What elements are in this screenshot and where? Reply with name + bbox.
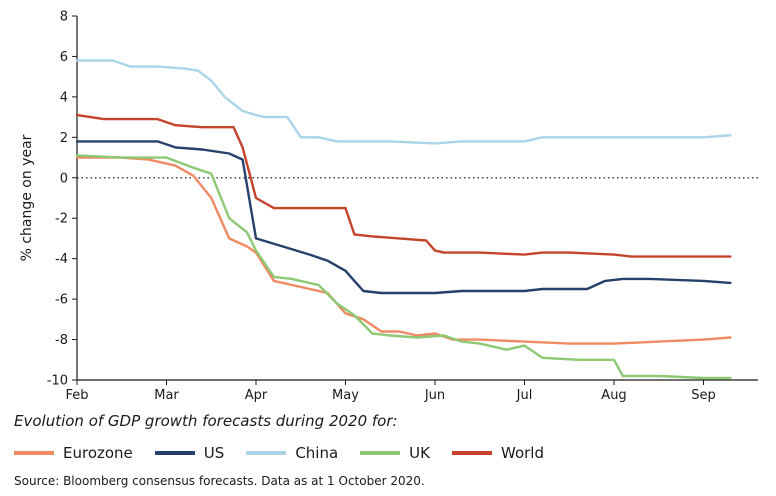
y-tick-label: -2 <box>55 212 68 227</box>
chart-subtitle: Evolution of GDP growth forecasts during… <box>14 412 398 430</box>
y-tick-label: -6 <box>55 293 68 308</box>
x-tick-label: Mar <box>154 388 179 403</box>
series-line-china <box>75 59 732 145</box>
y-tick-label: -4 <box>55 252 68 267</box>
source-note: Source: Bloomberg consensus forecasts. D… <box>14 474 425 488</box>
y-axis-title: % change on year <box>19 134 35 261</box>
y-tick-label: 8 <box>60 10 68 25</box>
legend-label: UK <box>409 444 430 462</box>
legend-item-us: US <box>154 444 225 462</box>
legend-item-world: World <box>452 444 544 462</box>
legend-item-eurozone: Eurozone <box>14 444 133 462</box>
y-tick-label: -10 <box>47 374 68 389</box>
y-tick-label: 6 <box>60 50 68 65</box>
legend-item-uk: UK <box>360 444 430 462</box>
x-tick-label: Feb <box>65 388 88 403</box>
legend-swatch <box>154 451 195 455</box>
y-tick-label: 0 <box>60 171 68 186</box>
legend-swatch <box>14 451 54 455</box>
y-tick-label: -8 <box>55 333 68 348</box>
legend-item-china: China <box>246 444 338 462</box>
series-line-uk <box>75 154 732 380</box>
x-tick-label: Jul <box>516 388 533 403</box>
x-tick-label: May <box>332 388 359 403</box>
legend-swatch <box>360 451 401 455</box>
y-tick-label: 4 <box>60 90 68 105</box>
chart-legend: Eurozone US China UK World <box>14 442 566 464</box>
x-tick-label: Sep <box>691 388 716 403</box>
legend-swatch <box>452 451 492 455</box>
legend-label: World <box>501 444 544 462</box>
legend-swatch <box>246 451 287 455</box>
series-line-us <box>75 140 732 295</box>
y-tick-label: 2 <box>60 131 68 146</box>
x-tick-label: Apr <box>245 388 268 403</box>
legend-label: US <box>203 444 225 462</box>
series-line-world <box>75 113 732 258</box>
legend-label: Eurozone <box>63 444 133 462</box>
legend-label: China <box>295 444 339 462</box>
series-line-eurozone <box>75 156 732 345</box>
x-tick-label: Aug <box>601 388 626 403</box>
x-tick-label: Jun <box>424 388 445 403</box>
